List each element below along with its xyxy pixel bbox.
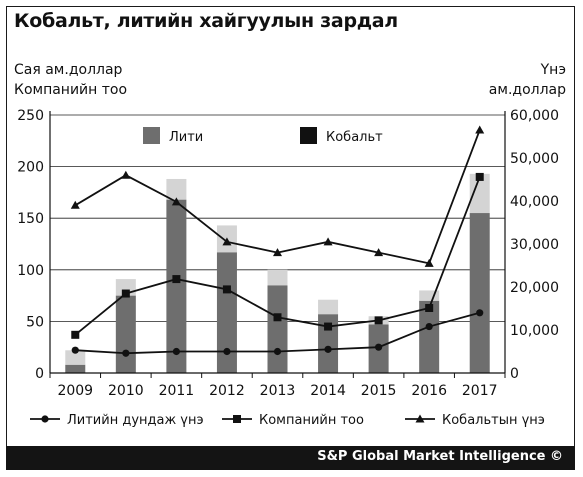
left-tick-label: 50 (26, 314, 44, 330)
bar-cobalt (65, 350, 86, 365)
bar-lithium (166, 199, 187, 373)
legend-label: Кобальт (326, 130, 383, 145)
bar-cobalt (166, 178, 187, 200)
point-company-count (324, 322, 333, 331)
point-cobalt-price (70, 200, 80, 209)
bar-legend: Лити Кобальт (143, 127, 383, 145)
point-cobalt-price (121, 170, 131, 179)
bar-lithium (267, 285, 288, 373)
bar-cobalt (318, 299, 339, 315)
bar-lithium (318, 314, 339, 373)
right-tick-label: 50,000 (510, 151, 559, 167)
legend-swatch (143, 127, 160, 144)
point-company-count (475, 172, 484, 181)
right-tick-label: 40,000 (510, 194, 559, 210)
legend-label-lithium-price: Литийн дундаж үнэ (67, 413, 204, 428)
point-lithium-price (375, 343, 383, 351)
legend-label: Лити (169, 130, 203, 145)
bar-cobalt (469, 173, 490, 214)
x-tick-label: 2014 (310, 383, 346, 399)
point-cobalt-price (475, 125, 485, 134)
right-tick-label: 0 (510, 366, 519, 382)
point-lithium-price (223, 347, 231, 356)
left-tick-label: 200 (17, 160, 44, 176)
legend-label-cobalt-price: Кобальтын үнэ (442, 413, 545, 428)
left-tick-label: 150 (17, 211, 44, 227)
bar-cobalt (267, 269, 288, 286)
right-axis-label-line1: Үнэ (540, 62, 566, 78)
point-company-count (222, 285, 231, 294)
point-lithium-price (172, 347, 180, 356)
x-tick-label: 2016 (411, 383, 447, 399)
point-lithium-price (425, 322, 433, 331)
x-tick-label: 2013 (260, 383, 296, 399)
point-company-count (121, 289, 130, 298)
point-lithium-price (122, 349, 130, 357)
bars (65, 173, 490, 373)
right-tick-label: 10,000 (510, 323, 559, 339)
point-cobalt-price (273, 248, 282, 257)
point-lithium-price (71, 346, 79, 354)
legend-label-company-count: Компанийн тоо (259, 413, 364, 428)
source-credit: S&P Global Market Intelligence © (317, 449, 563, 464)
x-tick-label: 2011 (159, 383, 195, 399)
line-cobalt-price (74, 129, 481, 265)
line-legend: Литийн дундаж үнэ Компанийн тоо Кобальтын … (30, 413, 545, 428)
left-tick-label: 250 (17, 108, 44, 124)
series-lines (70, 125, 485, 357)
point-company-count (71, 330, 80, 339)
legend-marker-cobalt-price (415, 414, 425, 423)
point-company-count (425, 303, 434, 312)
point-company-count (273, 313, 282, 322)
point-lithium-price (273, 347, 282, 356)
right-axis-label-line2: ам.доллар (489, 82, 566, 98)
bar-lithium (216, 252, 237, 373)
left-axis-label-line2: Компанийн тоо (14, 82, 127, 98)
legend-marker-lithium-price (41, 415, 49, 423)
point-lithium-price (324, 345, 332, 353)
x-tick-label: 2009 (57, 383, 93, 399)
footer-bar: S&P Global Market Intelligence © (6, 446, 575, 470)
legend-swatch (300, 127, 317, 144)
left-tick-label: 100 (17, 263, 44, 279)
bar-lithium (469, 213, 490, 373)
point-cobalt-price (323, 237, 333, 246)
axes (49, 111, 506, 378)
bar-cobalt (419, 290, 440, 301)
left-axis-label-line1: Сая ам.доллар (14, 62, 123, 78)
bar-lithium (419, 300, 440, 373)
point-cobalt-price (374, 248, 384, 257)
bar-lithium (115, 295, 136, 373)
legend-marker-company-count (233, 415, 241, 423)
chart-title: Кобальт, литийн хайгуулын зардал (14, 10, 398, 32)
x-tick-label: 2015 (361, 383, 397, 399)
right-tick-label: 60,000 (510, 108, 559, 124)
x-tick-label: 2010 (108, 383, 144, 399)
left-tick-label: 0 (35, 366, 44, 382)
right-tick-label: 30,000 (510, 237, 559, 253)
tick-labels: 0 50 100 150 200 250 0 10,000 20,000 30,000 40,000… (17, 108, 559, 399)
x-tick-label: 2012 (209, 383, 245, 399)
point-cobalt-price (222, 237, 232, 246)
point-lithium-price (476, 309, 484, 317)
bar-lithium (65, 364, 86, 373)
right-tick-label: 20,000 (510, 280, 559, 296)
point-company-count (374, 316, 383, 325)
x-tick-label: 2017 (462, 383, 498, 399)
point-company-count (172, 275, 181, 284)
point-cobalt-price (424, 258, 434, 267)
point-cobalt-price (171, 197, 181, 206)
